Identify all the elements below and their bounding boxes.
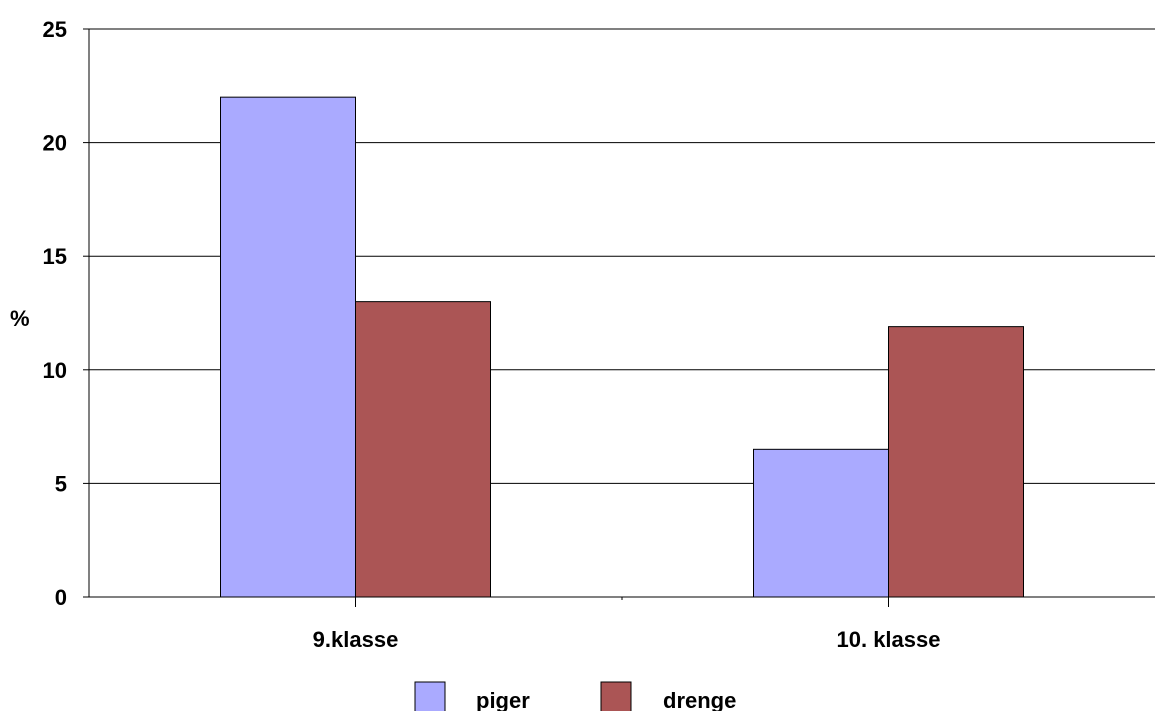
legend: piger drenge bbox=[414, 681, 736, 711]
bar-piger-1 bbox=[220, 96, 356, 598]
y-tick-label: 0 bbox=[55, 585, 67, 610]
y-tick-label: 20 bbox=[43, 131, 67, 156]
y-tick-label: 15 bbox=[43, 244, 67, 269]
legend-label-drenge: drenge bbox=[663, 688, 736, 711]
bar-drenge-2 bbox=[888, 326, 1024, 598]
x-tick-label: 9.klasse bbox=[313, 627, 399, 652]
legend-swatch-piger bbox=[414, 681, 446, 711]
y-tick-label: 10 bbox=[43, 358, 67, 383]
y-tick-label: 5 bbox=[55, 471, 67, 496]
legend-label-piger: piger bbox=[476, 688, 530, 711]
y-axis-label: % bbox=[10, 306, 30, 331]
axes bbox=[83, 28, 1155, 607]
x-tick-label: 10. klasse bbox=[837, 627, 941, 652]
legend-swatch-drenge bbox=[600, 681, 632, 711]
y-tick-label: 25 bbox=[43, 17, 67, 42]
bar-drenge-1 bbox=[355, 301, 491, 598]
bars bbox=[220, 96, 1024, 598]
y-tick-labels: 0 5 10 15 20 25 bbox=[43, 17, 67, 610]
bar-piger-2 bbox=[753, 448, 889, 598]
x-tick-labels: 9.klasse 10. klasse bbox=[313, 627, 941, 652]
